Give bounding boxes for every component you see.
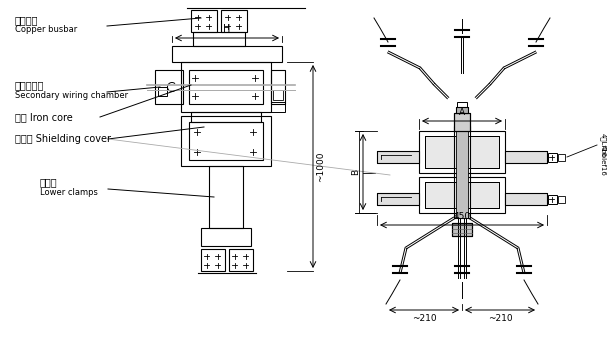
Bar [201, 228, 251, 246]
Text: 450: 450 [454, 212, 471, 221]
Bar [454, 126, 470, 218]
Text: 二次接线室: 二次接线室 [15, 80, 44, 90]
Bar [377, 193, 419, 205]
Bar [172, 46, 282, 62]
Bar [221, 10, 247, 32]
Bar [558, 196, 565, 203]
Bar [452, 223, 472, 236]
Bar [454, 113, 470, 131]
Bar [181, 116, 271, 166]
Bar [377, 151, 419, 163]
Bar [191, 112, 261, 122]
Bar [425, 182, 499, 208]
Bar [155, 70, 183, 104]
Text: ~210: ~210 [488, 314, 513, 323]
Bar [452, 223, 472, 236]
Bar [189, 122, 263, 160]
Bar [505, 151, 547, 163]
Bar [271, 70, 285, 104]
Bar [209, 166, 243, 228]
Bar [419, 177, 505, 213]
Text: ~210: ~210 [412, 314, 437, 323]
Text: H: H [223, 24, 230, 34]
Bar [181, 62, 271, 112]
Bar [158, 87, 167, 96]
Text: 下夹件: 下夹件 [40, 177, 58, 187]
Bar [189, 70, 263, 104]
Bar [505, 193, 547, 205]
Text: 铜母线组: 铜母线组 [15, 15, 38, 25]
Text: ~1000: ~1000 [316, 151, 325, 182]
Bar [505, 151, 547, 163]
Bar [377, 193, 419, 205]
Text: 屏蔽罩 Shielding cover: 屏蔽罩 Shielding cover [15, 134, 111, 144]
Bar [201, 249, 225, 271]
Text: Copper busbar: Copper busbar [15, 25, 77, 34]
Text: Secondary wiring chamber: Secondary wiring chamber [15, 91, 128, 100]
Text: B: B [351, 169, 360, 175]
Bar [456, 107, 468, 113]
Bar [229, 249, 253, 271]
Text: Lower clamps: Lower clamps [40, 188, 98, 197]
Bar [271, 102, 285, 112]
Bar [273, 90, 283, 100]
Bar [454, 113, 470, 131]
Bar [425, 136, 499, 168]
Text: A: A [459, 108, 465, 117]
Bar [548, 195, 557, 204]
Bar [425, 136, 499, 168]
Text: 4holef16: 4holef16 [600, 145, 606, 175]
Bar [457, 102, 467, 107]
Text: 4孔Lf16: 4孔Lf16 [599, 133, 606, 157]
Bar [558, 154, 565, 161]
Bar [425, 182, 499, 208]
Text: 鐵心 Iron core: 鐵心 Iron core [15, 112, 73, 122]
Bar [191, 10, 217, 32]
Bar [456, 107, 468, 113]
Bar [456, 126, 468, 218]
Bar [419, 131, 505, 173]
Bar [193, 32, 245, 46]
Bar [548, 153, 557, 162]
Bar [505, 193, 547, 205]
Bar [377, 151, 419, 163]
